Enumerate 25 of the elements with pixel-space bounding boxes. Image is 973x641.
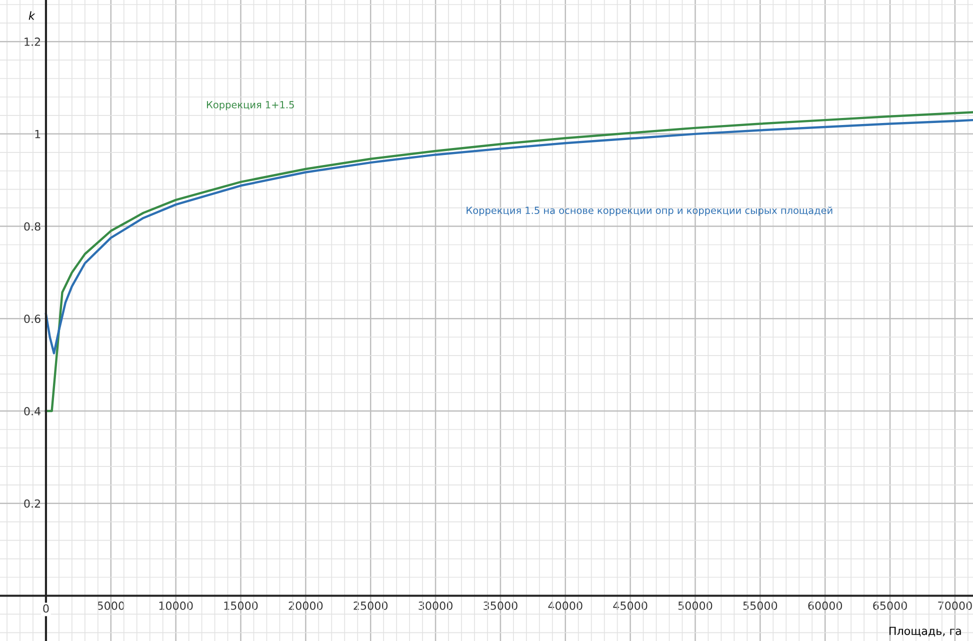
line-series	[44, 111, 973, 412]
x-tick-label: 50000	[678, 601, 712, 610]
x-tick-label: 55000	[743, 601, 778, 610]
x-tick-label: 15000	[224, 601, 258, 610]
x-tick-label: 0	[43, 604, 49, 613]
x-tick-label: 5000	[98, 601, 124, 610]
y-tick-label: 0.6	[24, 314, 40, 324]
x-axis-title: Площадь, га	[890, 626, 961, 636]
x-tick-label: 20000	[288, 601, 323, 610]
x-tick-label: 10000	[159, 601, 193, 610]
y-tick-label: 1	[35, 130, 40, 138]
line-series	[44, 118, 973, 354]
y-tick-label: 0.4	[24, 406, 40, 416]
x-tick-label: 70000	[938, 601, 972, 610]
x-tick-label: 60000	[808, 601, 842, 610]
y-axis-title: k	[28, 11, 36, 20]
y-tick-label: 1.2	[24, 38, 40, 46]
x-tick-label: 35000	[484, 601, 518, 610]
text: Коррекция 1.5 на основе коррекции опр и коррекции сырых площадей	[466, 206, 832, 216]
y-tick-label: 0.2	[24, 499, 40, 508]
y-tick-label: 0.8	[24, 222, 40, 231]
x-tick-label: 25000	[354, 601, 388, 610]
x-tick-label: 30000	[418, 601, 452, 610]
x-tick-label: 65000	[873, 601, 907, 610]
text: Коррекция 1+1.5	[206, 101, 294, 110]
